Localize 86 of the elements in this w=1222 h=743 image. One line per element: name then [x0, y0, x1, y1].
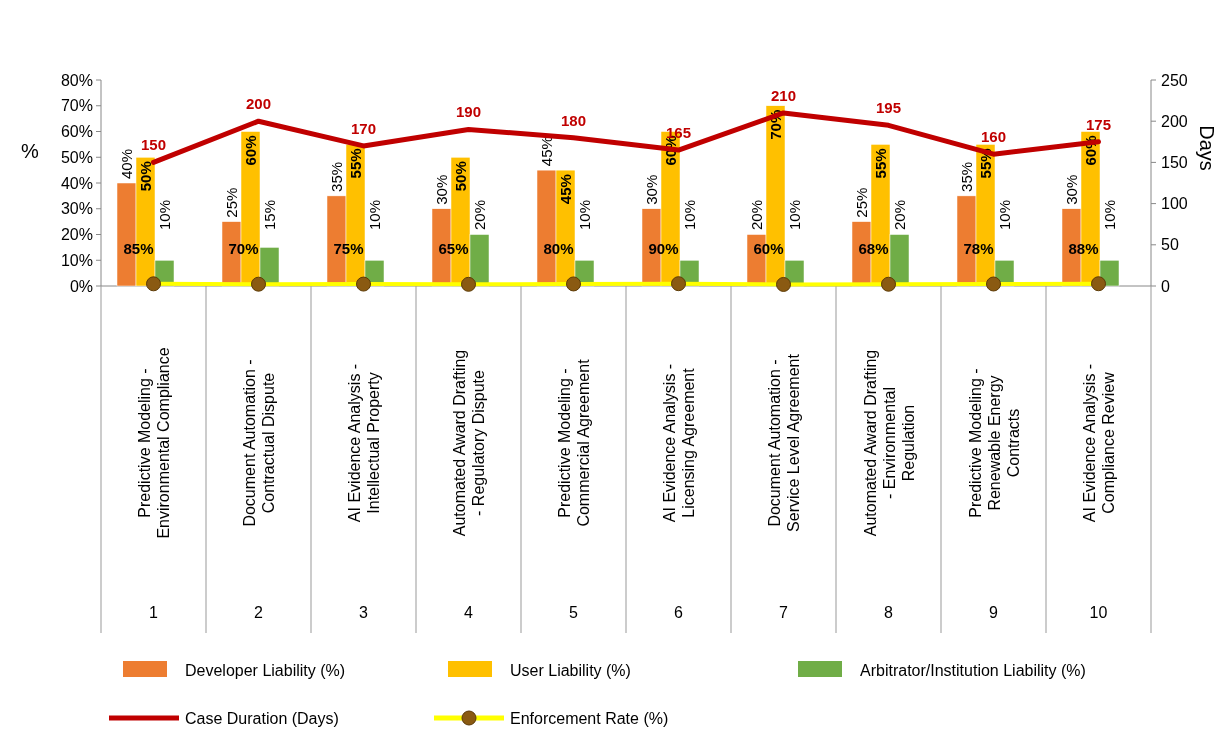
data-label: 10% [155, 199, 173, 230]
text: 6 [674, 604, 684, 621]
y2-tick-label: 250 [1161, 71, 1188, 89]
data-label: 210 [770, 86, 797, 104]
data-label: 70% [228, 240, 259, 258]
data-label: 50% [451, 161, 469, 192]
y-tick-label: 60% [60, 123, 93, 141]
x-tick-label: Automated Award Drafting - Regulatory Dispute [451, 349, 487, 537]
data-label: 55% [871, 148, 889, 179]
y-tick-label: 80% [60, 71, 93, 89]
y2-tick-label: 150 [1161, 154, 1188, 171]
x-tick-label: AI Evidence Analysis - Licensing Agreement [661, 363, 697, 523]
data-label: 175 [1085, 115, 1112, 133]
text: 1 [149, 604, 159, 621]
x-tick-label: AI Evidence Analysis - Compliance Review [1081, 363, 1117, 523]
data-label: 150 [140, 136, 167, 154]
y-tick-label: 50% [60, 148, 93, 166]
text: 4 [464, 604, 474, 621]
data-label: 40% [117, 148, 135, 179]
data-label: 20% [470, 199, 488, 230]
data-label: 68% [858, 240, 889, 258]
data-label: 45% [556, 174, 574, 205]
data-label: 35% [327, 161, 345, 192]
data-label: 88% [1068, 239, 1099, 257]
data-label: 10% [1100, 199, 1118, 230]
y-tick-label: 20% [60, 226, 93, 244]
data-label: 55% [346, 148, 364, 179]
y-tick-label: 30% [60, 200, 93, 218]
data-label: 195 [875, 99, 902, 117]
data-label: 80% [543, 239, 574, 257]
y2-tick-label: 0 [1161, 277, 1170, 295]
y-tick-label: 10% [60, 251, 93, 269]
data-label: 170 [350, 119, 377, 137]
data-label: 190 [455, 103, 482, 121]
data-label: 200 [245, 95, 272, 113]
data-label: 30% [432, 174, 450, 205]
data-label: 65% [438, 240, 469, 258]
y-axis-title: % [21, 140, 40, 162]
text: 3 [359, 604, 369, 621]
y2-tick-label: 100 [1161, 195, 1188, 213]
text: 7 [779, 604, 789, 621]
data-label: 30% [1062, 174, 1080, 205]
data-label: 85% [123, 239, 154, 257]
data-label: 60% [753, 240, 784, 258]
data-label: 78% [963, 239, 994, 257]
data-label: 15% [260, 199, 278, 230]
data-label: 180 [560, 111, 587, 129]
y-tick-label: 40% [60, 174, 93, 192]
data-label: 60% [241, 135, 259, 166]
data-label: 160 [980, 128, 1007, 146]
data-label: 90% [648, 239, 679, 257]
text: 10 [1089, 604, 1108, 621]
text: 5 [569, 604, 579, 621]
text: 2 [254, 604, 264, 621]
data-label: 25% [852, 187, 870, 218]
data-label: 20% [747, 199, 765, 230]
data-label: 10% [365, 199, 383, 230]
y2-axis-title: Days [1196, 125, 1218, 171]
y2-tick-label: 50 [1161, 236, 1179, 254]
data-label: 10% [575, 199, 593, 230]
text: 9 [989, 604, 999, 621]
data-label: 10% [995, 199, 1013, 230]
data-label: 25% [222, 187, 240, 218]
x-tick-label: Document Automation - Service Level Agreement [766, 353, 802, 532]
x-tick-label: AI Evidence Analysis - Intellectual Property [346, 363, 382, 523]
y-tick-label: 70% [60, 97, 93, 115]
legend-label: User Liability (%) [510, 661, 631, 679]
x-tick-label: Predictive Modeling - Environmental Compliance [136, 347, 172, 539]
y-tick-label: 0% [69, 277, 93, 295]
data-label: 20% [890, 199, 908, 230]
legend-label: Arbitrator/Institution Liability (%) [860, 661, 1086, 679]
text: 8 [884, 604, 894, 621]
x-tick-label: Document Automation - Contractual Dispute [241, 359, 277, 527]
y2-tick-label: 200 [1161, 112, 1188, 130]
legend-label: Case Duration (Days) [185, 709, 339, 727]
x-tick-label: Automated Award Drafting - Environmental Regulation [861, 349, 917, 537]
data-label: 10% [785, 199, 803, 230]
data-label: 35% [957, 161, 975, 192]
x-tick-label: Predictive Modeling - Commercial Agreement [556, 358, 592, 527]
data-label: 30% [642, 174, 660, 205]
data-label: 75% [333, 240, 364, 258]
data-label: 50% [136, 161, 154, 192]
x-tick-label: Predictive Modeling - Renewable Energy Contracts [966, 368, 1022, 518]
legend-label: Developer Liability (%) [185, 661, 346, 679]
legend-label: Enforcement Rate (%) [510, 709, 669, 727]
data-label: 10% [680, 199, 698, 230]
